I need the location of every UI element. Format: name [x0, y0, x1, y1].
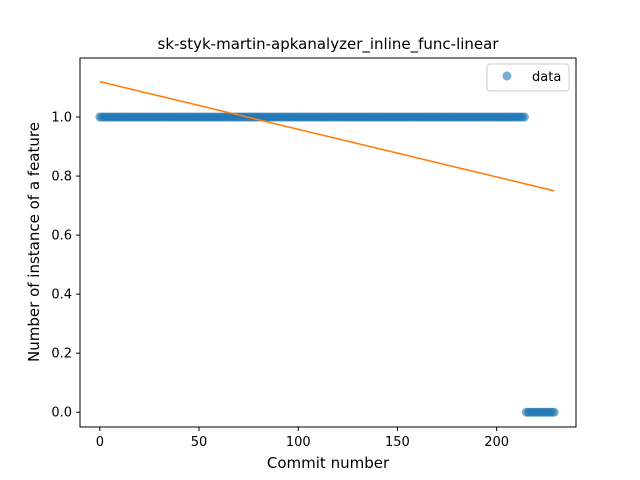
legend-frame: [486, 63, 570, 92]
fit-line: [99, 80, 555, 192]
x-tick-label: 50: [191, 435, 208, 450]
x-axis: 0 50 100 150 200: [96, 427, 509, 450]
y-tick-label: 1.0: [51, 111, 72, 126]
plot-area: [95, 80, 559, 417]
legend-label-data: data: [532, 70, 561, 85]
data-point: [519, 112, 529, 122]
x-tick-label: 150: [385, 435, 410, 450]
axes-frame: [79, 57, 577, 428]
y-tick-label: 0.0: [51, 406, 72, 421]
legend: data: [486, 63, 570, 92]
x-axis-label: Commit number: [267, 454, 390, 472]
y-tick-label: 0.8: [51, 170, 72, 185]
x-tick-label: 200: [484, 435, 509, 450]
x-tick-label: 100: [286, 435, 311, 450]
y-tick-label: 0.4: [51, 288, 72, 303]
legend-marker-data: [502, 71, 512, 81]
y-tick-label: 0.2: [51, 347, 72, 362]
x-tick-label: 0: [96, 435, 104, 450]
y-axis: 0.0 0.2 0.4 0.6 0.8 1.0: [51, 111, 80, 421]
chart-title: sk-styk-martin-apkanalyzer_inline_func-l…: [158, 35, 500, 54]
data-point: [549, 407, 559, 417]
y-tick-label: 0.6: [51, 229, 72, 244]
y-axis-label: Number of instance of a feature: [25, 122, 43, 362]
